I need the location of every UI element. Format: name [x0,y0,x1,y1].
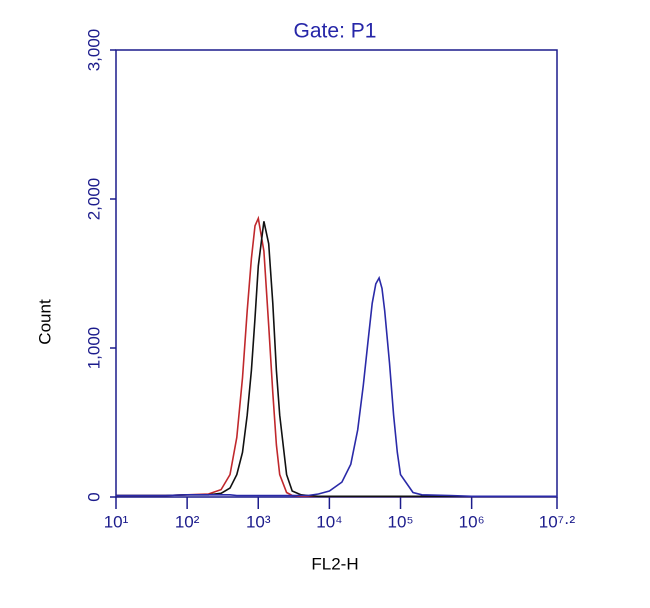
histogram-line [116,221,557,498]
plot-frame [115,49,558,498]
x-tick-label: 10⁷·² [539,512,576,531]
y-tick-label: 1,000 [84,327,103,370]
y-axis-label: Count [35,299,54,345]
x-axis-label: FL2-H [311,554,358,573]
x-tick-label: 10⁵ [388,512,414,531]
histogram-line [116,215,557,498]
y-tick-label: 2,000 [84,178,103,221]
x-tick-label: 10⁴ [316,512,342,531]
x-tick-label: 10³ [246,512,271,531]
x-tick-label: 10¹ [104,512,129,531]
chart-title: Gate: P1 [294,20,377,43]
y-tick-label: 0 [84,492,103,501]
x-tick-label: 10⁶ [459,512,485,531]
y-tick-label: 3,000 [84,29,103,72]
histogram-line [116,275,557,498]
x-tick-label: 10² [175,512,200,531]
